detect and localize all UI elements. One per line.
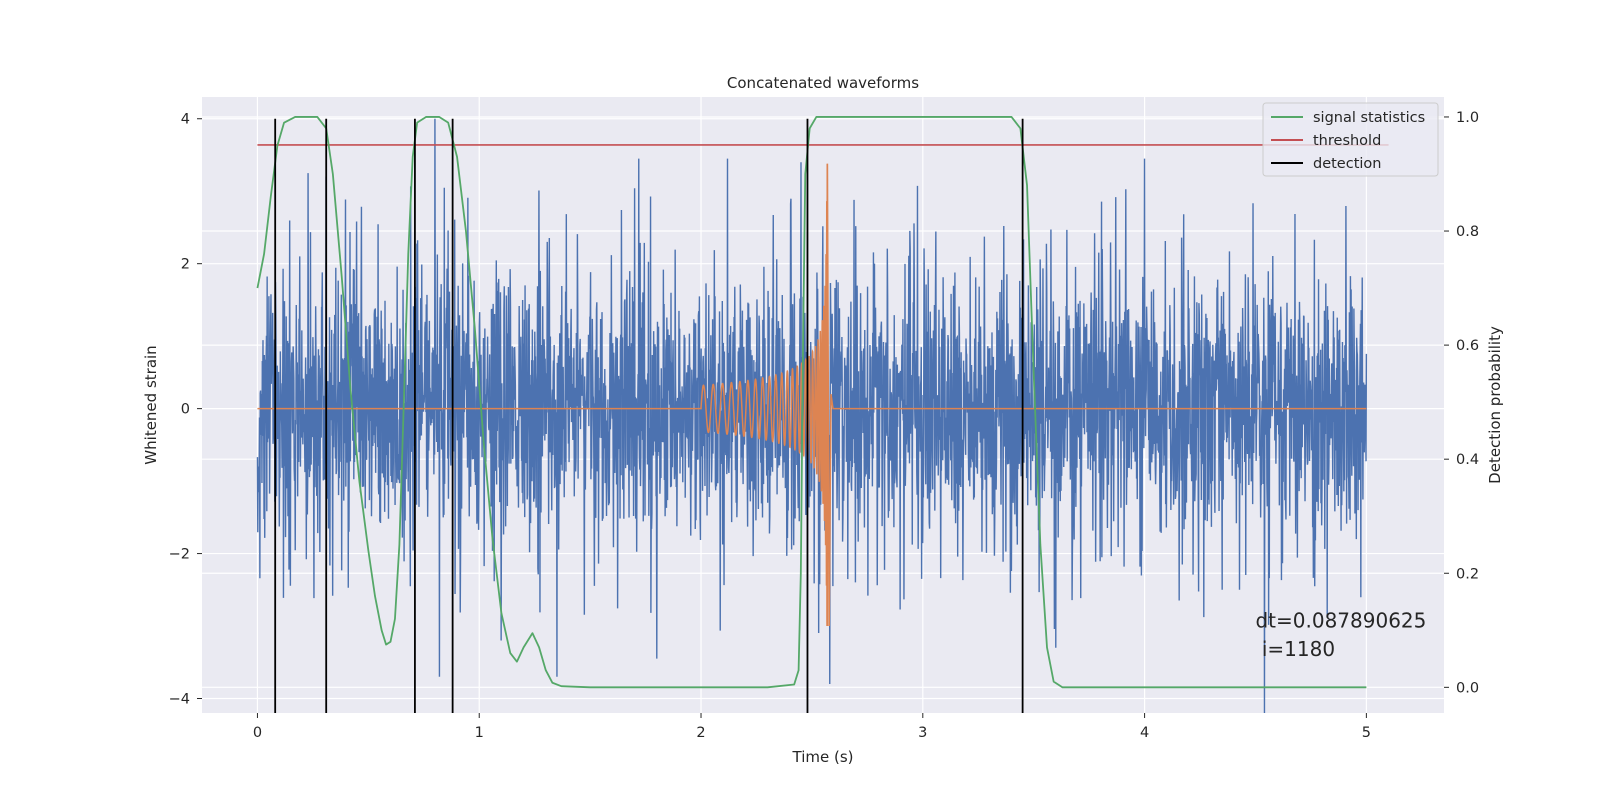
chart-title: Concatenated waveforms bbox=[727, 74, 919, 92]
x-axis-label: Time (s) bbox=[792, 748, 854, 766]
chirp-series-line bbox=[257, 163, 1367, 627]
annotation-index: i=1180 bbox=[1255, 637, 1335, 661]
y-tick-label: 2 bbox=[181, 257, 190, 273]
x-tick-label: 0 bbox=[253, 725, 262, 741]
axes-layer: 0 1 2 3 4 5 −4 −2 0 2 4 0.0 0.2 0.4 0.6 0.8 1.0 bbox=[169, 110, 1479, 741]
x-tick-label: 2 bbox=[696, 725, 705, 741]
y-tick-label: 0 bbox=[181, 402, 190, 418]
legend: signal statistics threshold detection bbox=[1262, 102, 1439, 177]
y-right-tick-label: 0.0 bbox=[1456, 680, 1479, 696]
annotation-dt: dt=0.087890625 bbox=[1255, 608, 1426, 632]
legend-label-signal-statistics: signal statistics bbox=[1313, 110, 1425, 126]
y-tick-label: −4 bbox=[169, 692, 190, 708]
y-right-tick-label: 0.8 bbox=[1456, 224, 1479, 240]
y-axis-label: Whitened strain bbox=[142, 345, 160, 464]
y-right-tick-label: 0.2 bbox=[1456, 566, 1479, 582]
signal-statistics-line bbox=[256, 116, 1367, 689]
legend-label-detection: detection bbox=[1313, 156, 1381, 172]
x-tick-label: 1 bbox=[475, 725, 484, 741]
x-tick-label: 5 bbox=[1362, 725, 1371, 741]
y-tick-label: −2 bbox=[169, 547, 190, 563]
y-axis-right-label: Detection probability bbox=[1486, 326, 1504, 484]
legend-label-threshold: threshold bbox=[1313, 133, 1381, 149]
y-tick-label: 4 bbox=[181, 112, 190, 128]
x-tick-label: 4 bbox=[1140, 725, 1149, 741]
x-tick-label: 3 bbox=[918, 725, 927, 741]
y-right-tick-label: 0.6 bbox=[1456, 338, 1479, 354]
y-right-tick-label: 0.4 bbox=[1456, 452, 1479, 468]
legend-frame bbox=[1262, 102, 1439, 177]
plot-layer bbox=[256, 116, 1389, 714]
y-right-tick-label: 1.0 bbox=[1456, 110, 1479, 126]
